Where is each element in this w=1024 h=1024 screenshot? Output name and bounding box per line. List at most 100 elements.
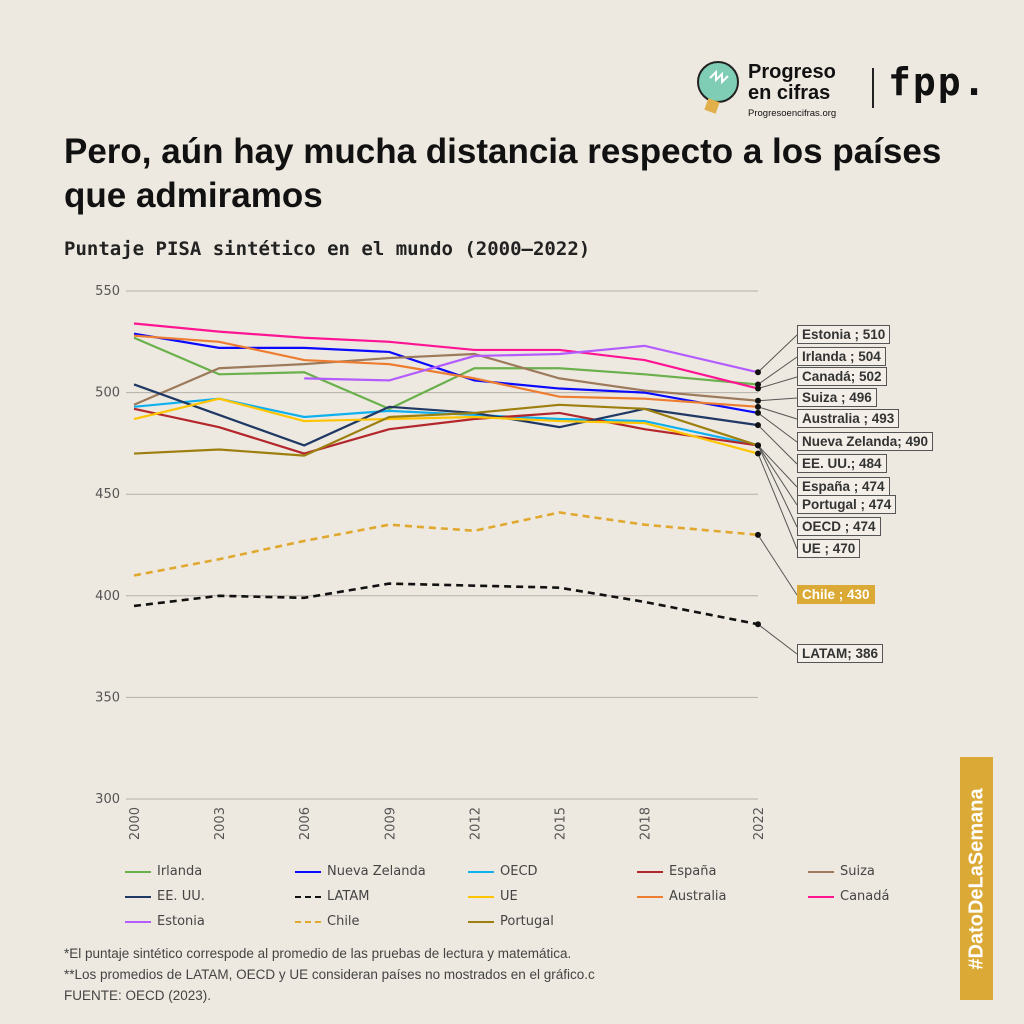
legend-item: Australia — [637, 889, 727, 904]
end-label: Irlanda ; 504 — [797, 347, 886, 366]
series-line-latam — [133, 582, 759, 626]
leader-line — [757, 445, 798, 488]
legend-label: Estonia — [157, 914, 205, 929]
x-tick-label: 2018 — [639, 807, 654, 840]
chart-title: Puntaje PISA sintético en el mundo (2000… — [64, 238, 591, 260]
legend-label: Suiza — [840, 864, 875, 879]
legend-item: Canadá — [808, 889, 889, 904]
end-point — [755, 403, 761, 410]
legend-item: OECD — [468, 864, 538, 879]
source-note: FUENTE: OECD (2023). — [64, 988, 212, 1003]
end-point — [755, 397, 761, 404]
brand-url: Progresoencifras.org — [748, 108, 837, 119]
hashtag-text: #DatoDeLaSemana — [965, 787, 987, 970]
end-label: Nueva Zelanda; 490 — [797, 432, 934, 451]
legend-label: Canadá — [840, 889, 890, 904]
y-tick-label: 300 — [95, 792, 120, 807]
leader-line — [757, 376, 798, 390]
legend-label: UE — [500, 889, 518, 904]
leader-line — [757, 424, 798, 465]
series-line-portugal — [133, 403, 759, 457]
end-point — [755, 369, 761, 376]
legend-item: Irlanda — [125, 864, 202, 879]
end-point — [755, 442, 761, 449]
legend-swatch — [637, 895, 663, 898]
x-tick-label: 2003 — [213, 807, 228, 840]
series-line-estonia — [304, 344, 759, 382]
end-point — [755, 422, 761, 429]
leader-line — [757, 356, 798, 385]
leader-line — [757, 334, 798, 373]
legend-label: LATAM — [327, 889, 370, 904]
partner-logo: fpp. — [888, 60, 988, 104]
x-tick-label: 2000 — [128, 807, 143, 840]
legend-label: España — [669, 864, 717, 879]
series-line-suiza — [133, 352, 759, 406]
legend-item: Estonia — [125, 914, 205, 929]
end-label: Canadá; 502 — [797, 367, 887, 386]
series-line-chile — [133, 511, 759, 577]
hashtag-banner: #DatoDeLaSemana — [960, 757, 993, 1000]
end-point — [755, 531, 761, 538]
legend-swatch — [125, 920, 151, 923]
legend-item: UE — [468, 889, 518, 904]
end-label: Estonia ; 510 — [797, 325, 891, 344]
legend-item: Chile — [295, 914, 360, 929]
legend-swatch — [125, 895, 151, 898]
legend-label: EE. UU. — [157, 889, 205, 904]
legend-label: Irlanda — [157, 864, 203, 879]
legend-label: Nueva Zelanda — [327, 864, 426, 879]
end-point — [755, 385, 761, 392]
leader-line — [757, 534, 798, 596]
lightbulb-icon — [697, 61, 739, 114]
legend-item: Nueva Zelanda — [295, 864, 426, 879]
x-tick-label: 2022 — [752, 807, 767, 840]
series-line-irlanda — [133, 336, 759, 411]
series-line-nueva-zelanda — [133, 332, 759, 415]
x-tick-label: 2009 — [383, 807, 398, 840]
leader-line — [757, 412, 798, 443]
legend-label: Portugal — [500, 914, 554, 929]
series-line-ue — [133, 397, 759, 455]
y-tick-label: 500 — [95, 386, 120, 401]
y-tick-label: 550 — [95, 284, 120, 299]
legend-item: España — [637, 864, 716, 879]
x-tick-label: 2015 — [553, 807, 568, 840]
leader-line — [757, 445, 798, 528]
legend-swatch — [295, 920, 321, 923]
footnote: **Los promedios de LATAM, OECD y UE cons… — [64, 967, 595, 982]
legend-swatch — [637, 870, 663, 873]
end-label: Chile ; 430 — [797, 585, 875, 604]
page-title: Pero, aún hay mucha distancia respecto a… — [64, 132, 942, 215]
leader-line — [757, 445, 798, 506]
leader-line — [757, 397, 798, 402]
leader-line — [757, 453, 798, 550]
series-line-australia — [133, 334, 759, 408]
legend-swatch — [468, 895, 494, 898]
y-tick-label: 350 — [95, 690, 120, 705]
footnote: *El puntaje sintético correspode al prom… — [64, 946, 572, 961]
end-label: Australia ; 493 — [797, 409, 900, 428]
legend-label: Chile — [327, 914, 360, 929]
end-label: EE. UU.; 484 — [797, 454, 887, 473]
legend-swatch — [808, 870, 834, 873]
end-point — [755, 409, 761, 416]
end-label: Portugal ; 474 — [797, 495, 897, 514]
legend-item: EE. UU. — [125, 889, 205, 904]
logo-divider — [872, 68, 874, 108]
series-line-canad- — [133, 322, 759, 390]
y-tick-label: 400 — [95, 589, 120, 604]
brand-name-line2: en cifras — [748, 82, 831, 104]
legend-swatch — [468, 920, 494, 923]
legend-swatch — [295, 895, 321, 898]
legend-item: LATAM — [295, 889, 369, 904]
end-label: Suiza ; 496 — [797, 388, 877, 407]
legend-swatch — [125, 870, 151, 873]
series-line-espa-a — [133, 407, 759, 455]
legend-item: Suiza — [808, 864, 875, 879]
end-label: UE ; 470 — [797, 539, 861, 558]
x-tick-label: 2012 — [468, 807, 483, 840]
footnotes: *El puntaje sintético correspode al prom… — [64, 943, 595, 1006]
legend-swatch — [295, 870, 321, 873]
